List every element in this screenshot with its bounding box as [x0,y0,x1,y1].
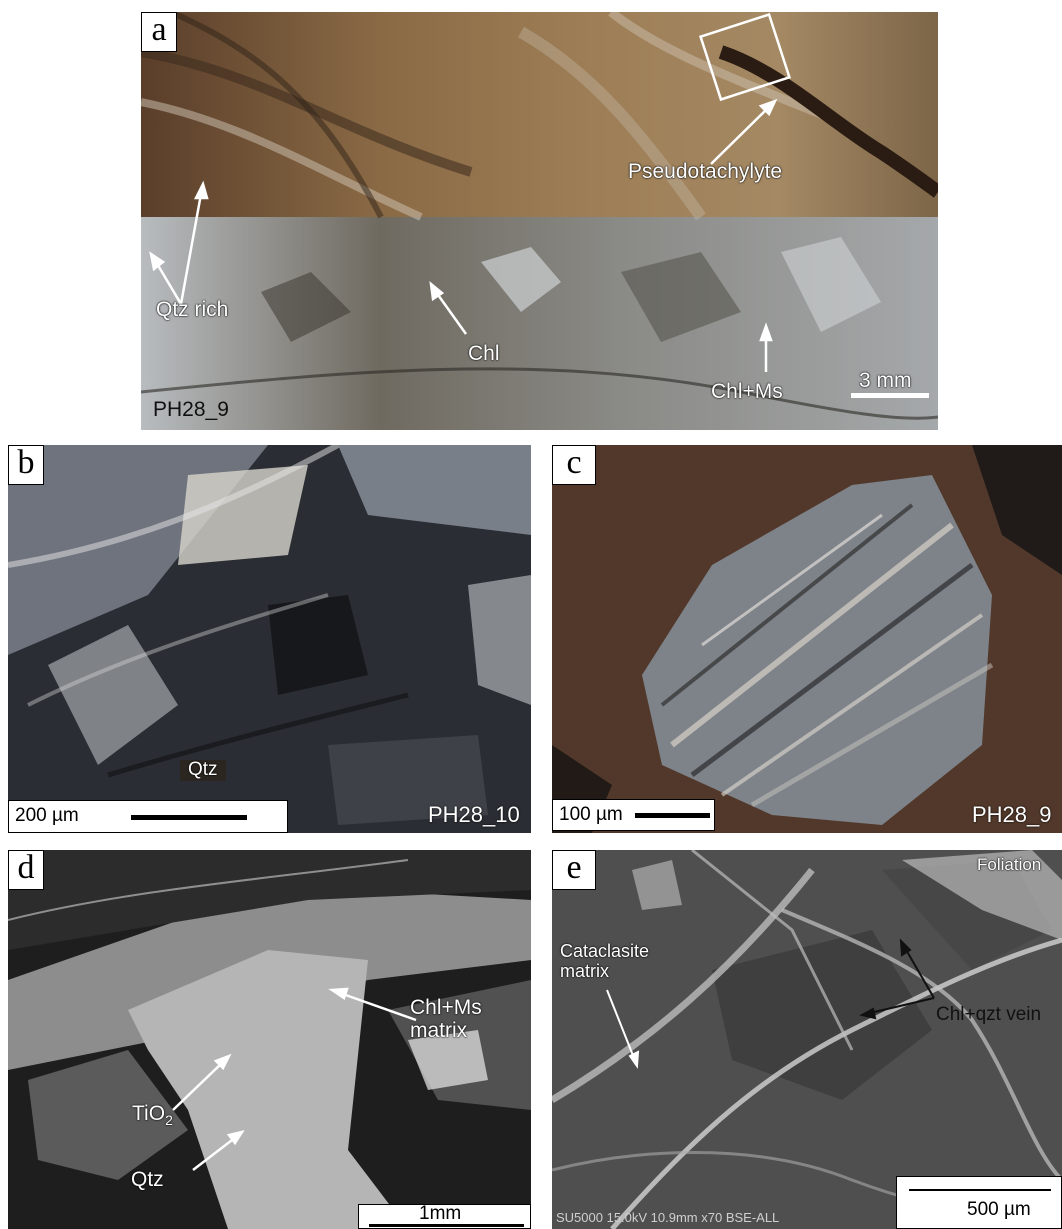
panel-b-letter: b [8,445,44,485]
label-qtz-d: Qtz [131,1168,164,1191]
sem-info-bar: SU5000 15.0kV 10.9mm x70 BSE-ALL [556,1210,780,1225]
sample-id-c: PH28_9 [972,802,1052,827]
sample-id-a: PH28_9 [153,398,229,421]
label-qtz-b: Qtz [180,759,226,781]
label-qtz-rich: Qtz rich [156,298,229,321]
scale-label-c: 100 µm [559,804,623,825]
label-cataclasite-line2: matrix [560,960,609,981]
panel-d-micrograph: d TiO2 Qtz Chl+Ms matrix 1mm [8,850,531,1229]
scale-bar-c [635,813,710,818]
label-chl-ms: Chl+Ms [711,380,783,403]
panel-a-image [141,12,938,430]
scale-label-e: 500 µm [967,1199,1031,1220]
panel-c-image [552,445,1062,833]
label-chl-ms-matrix: Chl+Ms matrix [410,996,482,1042]
panel-b-micrograph: b Qtz 200 µm PH28_10 [8,445,531,833]
scale-label-b: 200 µm [15,805,79,826]
scale-label-a: 3 mm [859,369,912,392]
panel-b-image [8,445,531,833]
scale-bar-d [369,1224,524,1227]
scale-label-d: 1mm [419,1203,462,1224]
scale-bar-e [909,1189,1051,1191]
label-foliation: Foliation [977,855,1042,874]
panel-a-micrograph: a Pseudotachylyte Qtz rich Chl Chl+Ms PH… [141,12,938,430]
scale-bar-b [131,815,247,820]
panel-d-image [8,850,531,1229]
panel-e-image [552,850,1062,1229]
scale-box-e: 500 µm [896,1176,1062,1229]
sample-id-b: PH28_10 [428,802,520,827]
panel-e-micrograph: e Foliation Cataclasite matrix Chl+qzt v… [552,850,1062,1229]
label-chl: Chl [468,342,500,365]
scale-box-b: 200 µm [8,800,288,833]
panel-e-letter: e [552,850,596,890]
scale-box-c: 100 µm [552,799,715,831]
label-tio2-base: TiO [132,1102,166,1125]
scale-bar-a [851,393,929,398]
label-chl-ms-line2: matrix [410,1019,468,1043]
scale-box-d: 1mm [358,1203,531,1229]
panel-d-letter: d [8,850,44,890]
label-chl-qzt-vein: Chl+qzt vein [936,1004,1042,1025]
panel-a-letter: a [141,12,177,52]
label-tio2-subscript: 2 [165,1112,173,1129]
panel-c-letter: c [552,445,596,485]
panel-c-micrograph: c 100 µm PH28_9 [552,445,1062,833]
label-chl-ms-line1: Chl+Ms [410,996,482,1019]
label-cataclasite-matrix: Cataclasite matrix [560,941,650,982]
label-cataclasite-line1: Cataclasite [560,941,650,961]
label-pseudotachylyte: Pseudotachylyte [628,160,783,183]
label-tio2: TiO2 [132,1102,173,1129]
